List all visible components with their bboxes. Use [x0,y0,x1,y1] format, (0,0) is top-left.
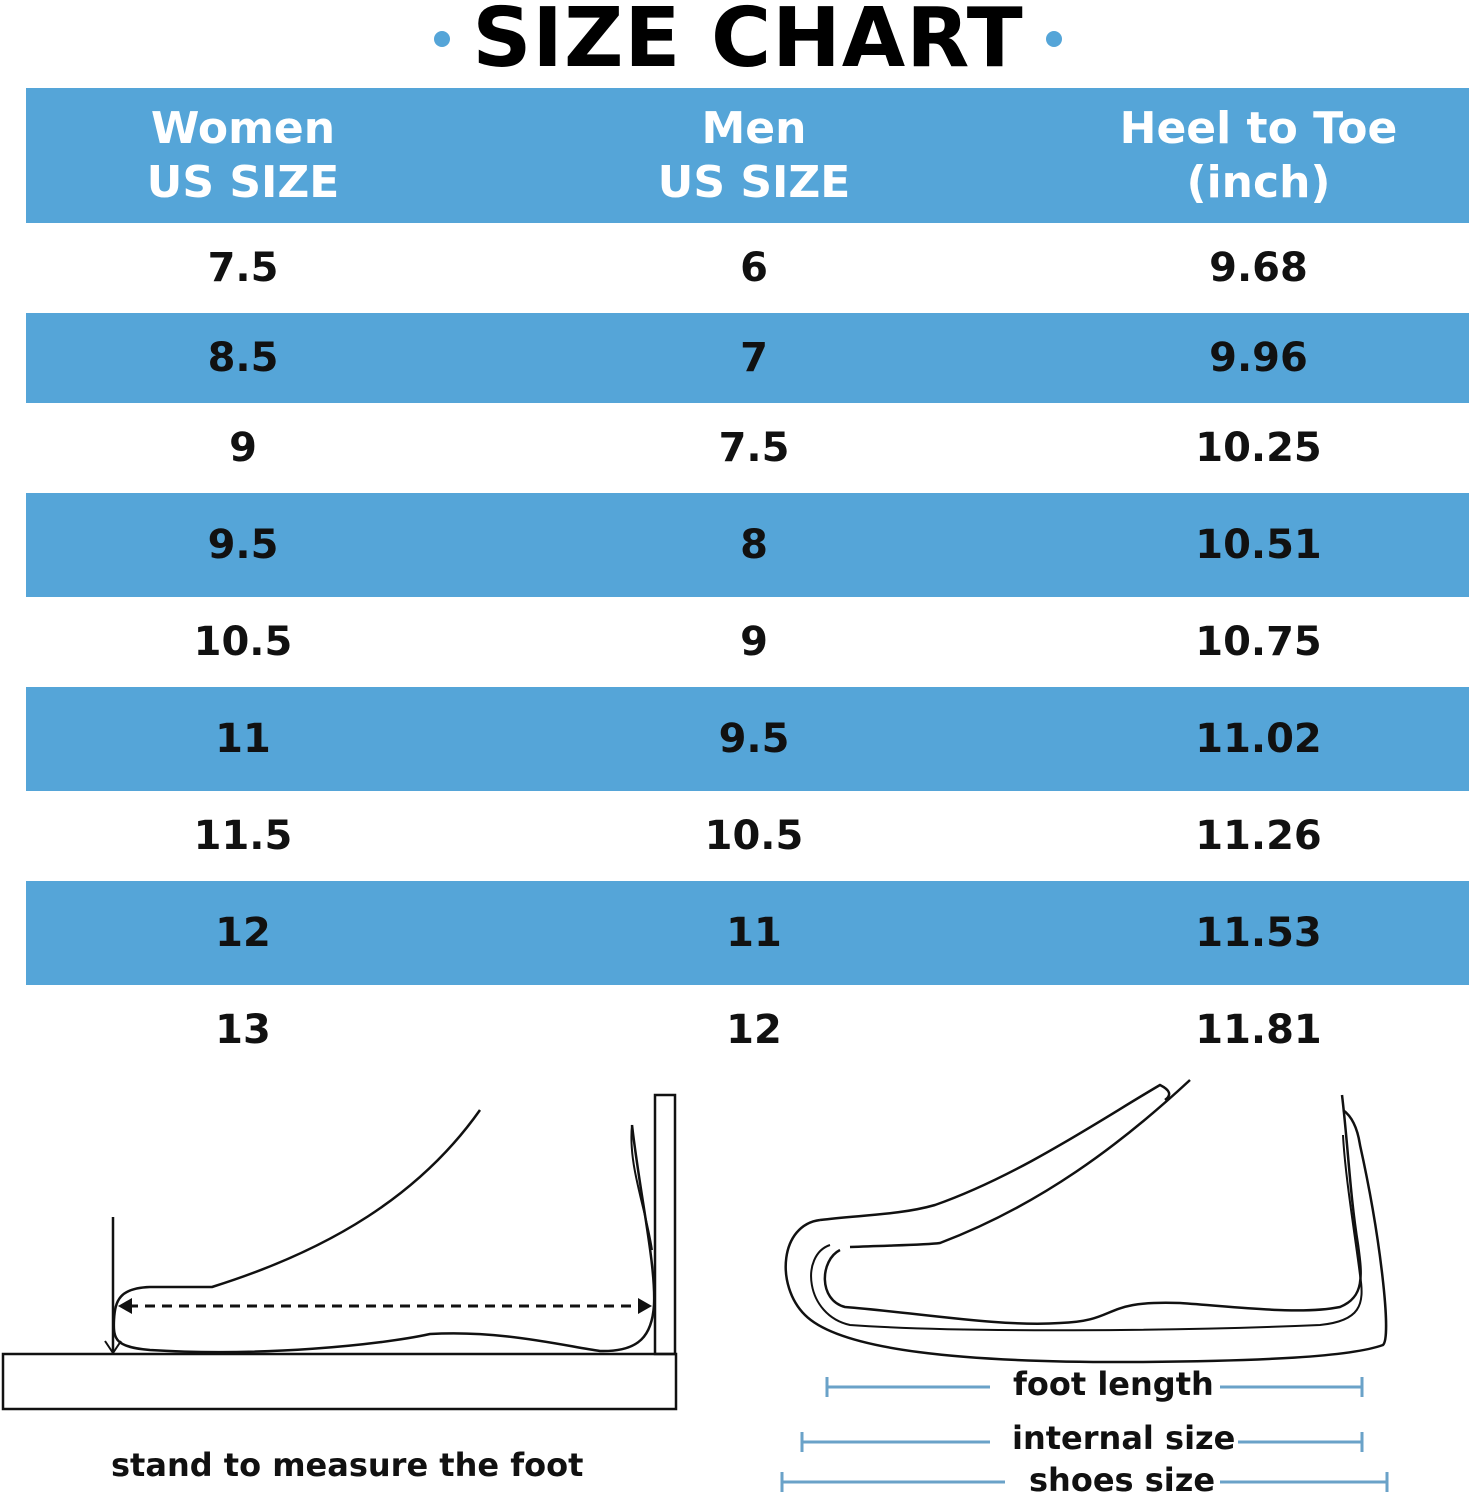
women-size-cell: 9.5 [207,522,279,568]
header-heel-line1: Heel to Toe [1119,102,1398,154]
women-size-cell: 11 [215,716,271,762]
heel-to-toe-cell: 9.96 [1209,335,1308,381]
men-size-cell: 7 [740,335,768,381]
foot-length-label: foot length [1013,1365,1214,1403]
shoe-outer-sole [784,1108,1388,1364]
table-row: 9 7.5 10.25 [26,403,1469,493]
shoes-size-label: shoes size [1029,1461,1216,1499]
internal-size-label: internal size [1012,1419,1236,1457]
table-row: 13 12 11.81 [26,985,1469,1075]
title-dot-right [1045,31,1062,47]
table-row: 12 11 11.53 [26,881,1469,985]
heel-to-toe-cell: 11.02 [1195,716,1322,762]
shoe-upper [819,1083,1171,1222]
title-bar: SIZE CHART [0,0,1472,84]
header-women-line1: Women [150,102,336,154]
header-men-line1: Men [701,102,807,154]
table-row: 11 9.5 11.02 [26,687,1469,791]
men-size-cell: 11 [726,910,782,956]
header-men: Men US SIZE [460,88,1048,223]
foot-outline [112,1109,656,1354]
heel-to-toe-cell: 11.26 [1195,813,1322,859]
heel-to-toe-cell: 9.68 [1209,245,1308,291]
shoe-insole [810,1134,1363,1332]
shoes-size-line [780,1472,1389,1492]
heel-to-toe-cell: 10.75 [1195,619,1322,665]
leg-front-line [849,1079,1191,1249]
women-size-cell: 11.5 [193,813,293,859]
toe-marker-arrowhead [104,1340,122,1355]
size-chart-table: Women US SIZE Men US SIZE Heel to Toe (i… [26,88,1469,1075]
measure-foot-illustration [1,1093,678,1411]
header-row: Women US SIZE Men US SIZE Heel to Toe (i… [26,88,1469,223]
page-title: SIZE CHART [472,0,1024,86]
table-row: 9.5 8 10.51 [26,493,1469,597]
men-size-cell: 7.5 [718,425,790,471]
shoe-size-illustration [784,1079,1388,1364]
women-size-cell: 12 [215,910,271,956]
men-size-cell: 6 [740,245,768,291]
men-size-cell: 10.5 [704,813,804,859]
header-men-line2: US SIZE [657,156,851,208]
header-heel-line2: (inch) [1186,156,1331,208]
men-size-cell: 8 [740,522,768,568]
header-women: Women US SIZE [26,88,460,223]
header-heel-to-toe: Heel to Toe (inch) [1048,88,1469,223]
heel-to-toe-cell: 10.51 [1195,522,1322,568]
foot-in-shoe [823,1094,1362,1325]
women-size-cell: 7.5 [207,245,279,291]
header-women-line2: US SIZE [146,156,340,208]
heel-to-toe-cell: 10.25 [1195,425,1322,471]
men-size-cell: 9 [740,619,768,665]
size-table-body: 7.5 6 9.68 8.5 7 9.96 9 7.5 10.25 9.5 8 10.51 10.5 9 1… [26,223,1469,1075]
floor-board [1,1352,678,1411]
heel-wall [653,1093,677,1356]
women-size-cell: 13 [215,1007,271,1053]
title-dot-left [434,31,451,47]
table-row: 7.5 6 9.68 [26,223,1469,313]
foot-length-line [825,1377,1364,1397]
table-row: 10.5 9 10.75 [26,597,1469,687]
women-size-cell: 8.5 [207,335,279,381]
men-size-cell: 12 [726,1007,782,1053]
women-size-cell: 9 [229,425,257,471]
arrowhead-right [638,1298,652,1314]
measure-caption: stand to measure the foot [111,1446,584,1484]
table-row: 8.5 7 9.96 [26,313,1469,403]
measurement-lines [780,1377,1389,1492]
internal-size-line [800,1432,1364,1452]
table-row: 11.5 10.5 11.26 [26,791,1469,881]
arrowhead-left [118,1298,132,1314]
ankle-back-line [630,1124,653,1251]
women-size-cell: 10.5 [193,619,293,665]
men-size-cell: 9.5 [718,716,790,762]
heel-to-toe-cell: 11.53 [1195,910,1322,956]
heel-to-toe-cell: 11.81 [1195,1007,1322,1053]
